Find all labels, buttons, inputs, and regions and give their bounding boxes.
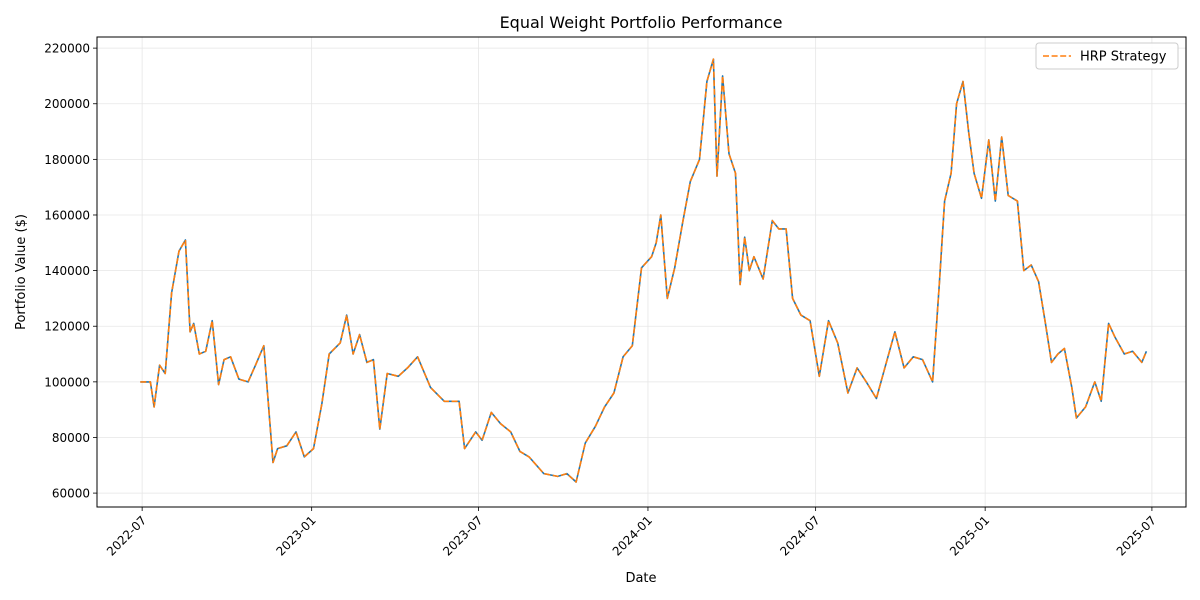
y-tick-label: 220000 <box>44 42 90 56</box>
y-tick-label: 100000 <box>44 375 90 389</box>
y-tick-label: 80000 <box>52 431 90 445</box>
chart-title: Equal Weight Portfolio Performance <box>500 13 783 32</box>
x-axis-label: Date <box>625 571 656 586</box>
plot-frame <box>96 36 1187 508</box>
y-tick-label: 180000 <box>44 153 90 167</box>
y-tick-label: 160000 <box>44 208 90 222</box>
series-layer <box>140 58 1148 483</box>
y-tick-label: 60000 <box>52 487 90 501</box>
y-axis-label: Portfolio Value ($) <box>14 214 29 330</box>
y-tick-label: 200000 <box>44 97 90 111</box>
legend: HRP Strategy <box>1035 42 1179 70</box>
legend-box <box>1035 42 1179 70</box>
y-tick-label: 140000 <box>44 264 90 278</box>
series-line-hrp-strategy <box>140 58 1148 483</box>
y-tick-label: 120000 <box>44 320 90 334</box>
legend-label-hrp: HRP Strategy <box>1080 50 1167 65</box>
y-axis: 60000 80000 100000 120000 140000 160000 180000… <box>44 42 97 501</box>
